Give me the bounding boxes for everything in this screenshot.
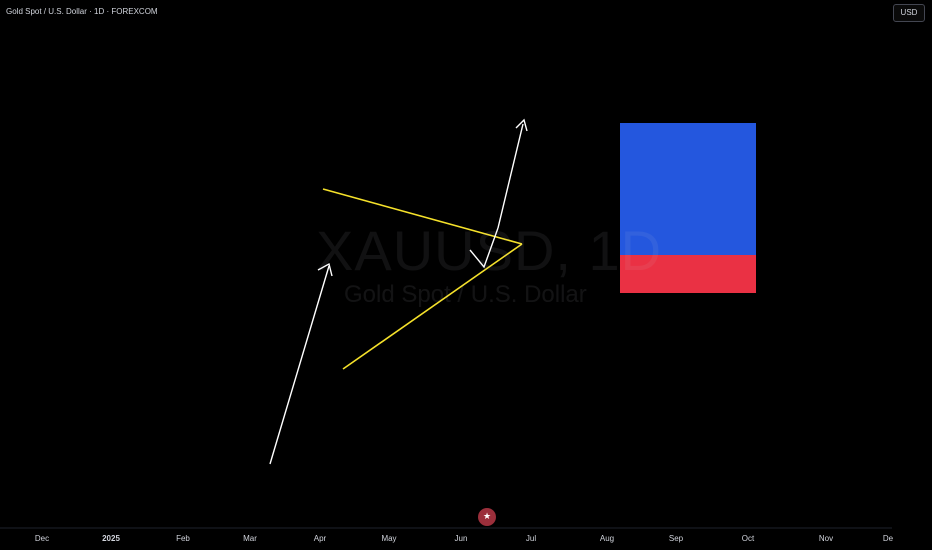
x-tick-label: 2025 bbox=[102, 534, 120, 543]
name-watermark: Gold Spot / U.S. Dollar bbox=[344, 281, 587, 308]
time-axis: Dec 2025 Feb Mar Apr May Jun Jul Aug Sep Oct Nov De bbox=[0, 527, 894, 543]
x-tick-label: Feb bbox=[176, 534, 190, 543]
x-tick-label: Jun bbox=[455, 534, 468, 543]
us-flag-event-icon[interactable]: ★ bbox=[478, 508, 496, 526]
rally-arrow-head bbox=[317, 262, 333, 277]
x-tick-label: Aug bbox=[600, 534, 614, 543]
pullback-arrow bbox=[469, 227, 499, 269]
target-zone bbox=[620, 123, 756, 255]
stop-zone bbox=[620, 255, 756, 293]
breakout-arrow-line bbox=[497, 123, 524, 229]
currency-button[interactable]: USD bbox=[893, 4, 925, 22]
breakout-arrow-head bbox=[515, 118, 528, 132]
x-tick-label: Dec bbox=[35, 534, 49, 543]
rally-arrow-line bbox=[269, 265, 330, 465]
x-tick-label: Apr bbox=[314, 534, 327, 543]
x-tick-label: Sep bbox=[669, 534, 684, 543]
x-tick-label: Jul bbox=[526, 534, 536, 543]
x-tick-label: May bbox=[381, 534, 396, 543]
x-tick-label: Nov bbox=[819, 534, 833, 543]
chart-title: Gold Spot / U.S. Dollar · 1D · FOREXCOM bbox=[6, 7, 158, 16]
x-tick-label: De bbox=[883, 534, 894, 543]
triangle-lower-trendline bbox=[342, 243, 523, 370]
chart-drawings bbox=[269, 118, 528, 465]
triangle-upper-trendline bbox=[322, 188, 523, 245]
symbol-watermark: XAUUSD, 1D bbox=[316, 219, 663, 282]
x-tick-label: Oct bbox=[742, 534, 755, 543]
x-tick-label: Mar bbox=[243, 534, 257, 543]
